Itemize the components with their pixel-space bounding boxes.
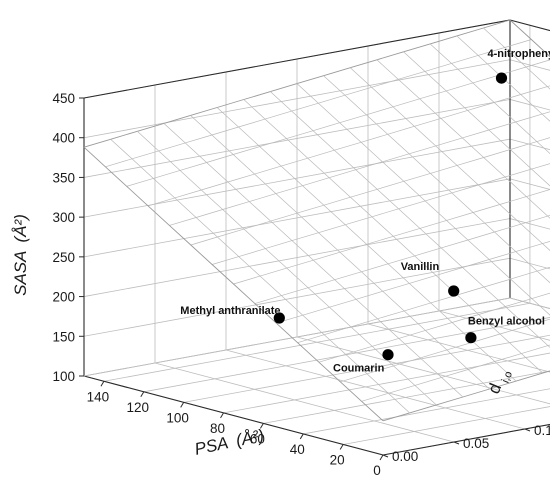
data-point xyxy=(448,285,460,297)
plane-mesh-line-psa xyxy=(254,215,550,304)
plane-mesh-line-psa xyxy=(147,85,550,207)
plane-mesh-line-d xyxy=(110,139,410,414)
top-left-edge xyxy=(83,19,511,99)
z-axis-label: SASA (Å²) xyxy=(11,214,30,296)
x-tick-label: 120 xyxy=(127,400,150,415)
axes-frame xyxy=(83,19,550,456)
point-label: Methyl anthranilate xyxy=(180,305,280,317)
z-tick-label: 150 xyxy=(52,329,75,344)
plane-mesh-line-d xyxy=(243,99,544,374)
plane-mesh-line-psa xyxy=(382,370,550,422)
z-tick-label: 450 xyxy=(52,91,75,106)
floor-gridline xyxy=(303,388,550,435)
x-axis-label-unit: (Å²) xyxy=(234,426,266,450)
x-tick-mark xyxy=(140,391,145,398)
y-tick-label: 0.05 xyxy=(463,436,489,451)
point-label: 4-nitrophenyl-α-D-glucopyranoside xyxy=(488,48,550,60)
plane-mesh-line-d xyxy=(137,131,437,406)
data-point xyxy=(495,72,508,84)
plane-mesh-line-d xyxy=(83,146,384,422)
z-tick-label: 250 xyxy=(52,250,75,265)
floor-gridline xyxy=(263,370,550,424)
x-tick-label: 100 xyxy=(166,410,189,425)
plane-mesh-line-d xyxy=(190,115,490,390)
floor-gridline xyxy=(154,362,455,443)
x-axis-label: PSA (Å²) xyxy=(193,426,266,459)
z-tick-label: 300 xyxy=(52,210,75,225)
plane-mesh-line-psa xyxy=(361,344,550,402)
y-axis-label: d i,o xyxy=(484,365,515,398)
x-tick-label: 60 xyxy=(250,431,265,446)
y-axis-label-name: d xyxy=(484,381,505,397)
x-tick-label: 140 xyxy=(87,389,110,404)
data-point xyxy=(465,332,477,344)
plane-mesh-line-d xyxy=(270,91,550,348)
point-label: Vanillin xyxy=(401,261,440,273)
data-points xyxy=(273,72,508,361)
x-tick-mark xyxy=(299,433,304,440)
fitted-plane-mesh xyxy=(83,19,550,422)
z-tick-label: 400 xyxy=(52,131,75,146)
floor-gridline xyxy=(143,317,550,393)
x-tick-mark xyxy=(259,423,264,429)
x-tick-mark xyxy=(339,444,344,450)
x-tick-label: 0 xyxy=(373,463,381,478)
plane-mesh-line-psa xyxy=(318,292,550,363)
point-labels: 4-nitrophenyl-α-D-glucopyranoside2-pheny… xyxy=(180,48,550,375)
plane-mesh-line-d xyxy=(163,123,464,398)
data-point xyxy=(273,312,285,324)
floor-gridline xyxy=(225,349,526,430)
floor-gridline xyxy=(343,406,550,445)
z-axis-label-name: SASA xyxy=(11,251,30,296)
z-tick-label: 350 xyxy=(52,170,75,185)
y-tick-label: 0.10 xyxy=(534,423,550,438)
plane-mesh-line-psa xyxy=(276,240,550,324)
z-tick-label: 100 xyxy=(52,369,75,384)
point-label: Benzyl alcohol xyxy=(468,316,545,328)
y-tick-mark xyxy=(382,454,389,458)
x-tick-label: 20 xyxy=(330,452,345,467)
plane-mesh-line-d xyxy=(296,83,550,316)
x-tick-label: 80 xyxy=(210,421,225,436)
y-axis-label-subscript: i,o xyxy=(500,370,515,385)
floor-gridline xyxy=(296,336,550,405)
x-axis-label-name: PSA xyxy=(193,433,230,459)
floor-gridline xyxy=(367,323,550,373)
plane-mesh-line-d xyxy=(403,51,550,187)
plane-mesh-line-d xyxy=(376,59,550,219)
x-tick-mark xyxy=(100,381,105,387)
plane-mesh-line-d xyxy=(483,27,550,90)
back-wall-grid xyxy=(83,19,550,456)
y-tick-mark xyxy=(524,428,531,432)
point-label: Coumarin xyxy=(333,363,385,375)
axis-ticks: 100 150 200 250 300 350 400 450 0 20 40 60 80 100 120 1… xyxy=(52,91,550,478)
plane-mesh-line-psa xyxy=(340,318,550,383)
x-axis-line xyxy=(83,375,384,456)
z-tick-label: 200 xyxy=(52,290,75,305)
x-tick-mark xyxy=(180,402,185,408)
data-point xyxy=(382,349,394,361)
y-tick-label: 0.00 xyxy=(392,449,418,464)
x-tick-label: 40 xyxy=(290,442,305,457)
plane-mesh-line-psa xyxy=(212,163,550,265)
z-axis-label-unit: (Å²) xyxy=(11,214,30,242)
plane-mesh-line-d xyxy=(429,43,550,155)
plane-mesh-line-d xyxy=(456,35,550,122)
floor-gridline xyxy=(103,302,531,382)
plane-mesh-line-d xyxy=(323,75,550,284)
x-tick-mark xyxy=(379,454,384,461)
x-tick-mark xyxy=(220,412,224,419)
plane-mesh-line-d xyxy=(350,67,550,251)
floor-gridline xyxy=(223,352,550,414)
y-tick-mark xyxy=(453,441,460,445)
floor-left-edge xyxy=(83,297,511,377)
